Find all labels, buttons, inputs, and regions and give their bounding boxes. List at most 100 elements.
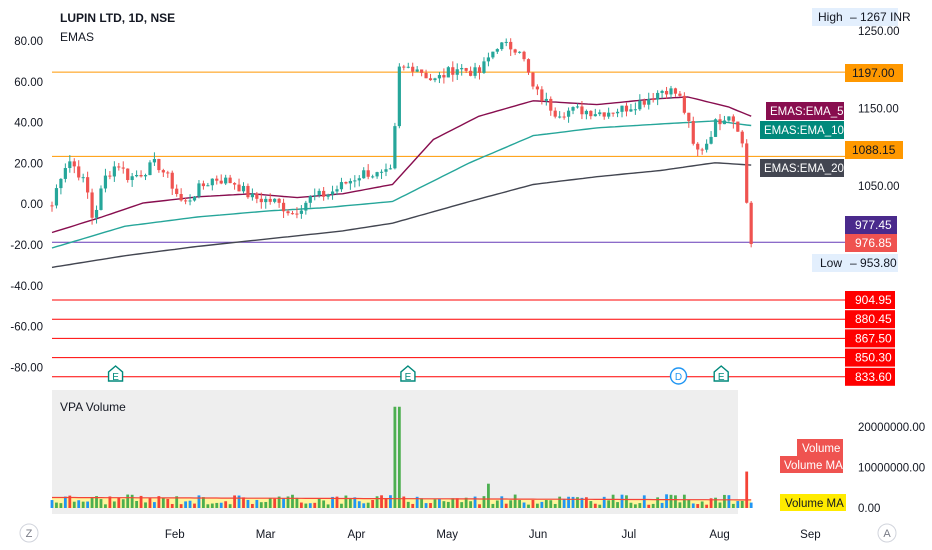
svg-text:A: A: [883, 528, 891, 540]
candle-body: [620, 105, 624, 112]
candle-body: [415, 69, 419, 72]
ema200-tag: EMAS:EMA_200: [764, 163, 850, 175]
volume-bar: [95, 496, 98, 508]
support-tag-bg: [845, 291, 895, 309]
volume-axis-tick: 0.00: [858, 503, 880, 515]
candle-body: [535, 86, 540, 90]
candle-body: [420, 69, 424, 73]
candle-body: [500, 42, 504, 50]
volume-bar: [727, 495, 731, 508]
volume-bar: [77, 500, 81, 508]
volume-bar: [482, 496, 486, 508]
dividend-marker[interactable]: D: [669, 367, 688, 385]
volume-bar: [250, 503, 254, 508]
ema-value-tag: 977.45: [855, 218, 892, 232]
volume-bar: [665, 494, 668, 508]
candle-body: [433, 78, 437, 81]
volume-bar: [638, 503, 642, 508]
volume-axis-tick: 20000000.00: [858, 422, 925, 434]
candle-body: [509, 41, 513, 50]
candle-body: [304, 202, 308, 211]
candle-body: [727, 116, 731, 121]
volume-bar: [206, 504, 210, 508]
volume-bar: [126, 494, 130, 508]
support-tag: 833.60: [855, 370, 892, 384]
zoom-button[interactable]: Z: [19, 523, 39, 543]
candle-body: [50, 205, 54, 207]
volume-bar: [121, 499, 125, 508]
volume-bar: [527, 504, 530, 508]
volume-bar: [63, 496, 67, 508]
candle-body: [72, 161, 76, 167]
candle-body: [656, 92, 660, 100]
level-1197-tag: 1197.00: [852, 66, 895, 80]
volume-bar: [331, 496, 334, 508]
volume-bar: [59, 503, 63, 508]
candle-body: [566, 110, 571, 117]
volume-bar: [451, 498, 455, 508]
volume-bar: [420, 498, 424, 508]
candle-body: [469, 70, 473, 76]
ema-lines: [51, 96, 752, 269]
volume-bar: [415, 496, 419, 508]
volume-bar: [184, 501, 187, 508]
volume-bar: [215, 502, 219, 508]
candle-body: [660, 90, 664, 93]
candle-body: [255, 193, 259, 199]
candle-body: [264, 198, 268, 203]
marker-label: E: [718, 372, 725, 383]
support-tag-bg: [845, 348, 895, 367]
volume-bar: [104, 504, 107, 508]
candle-body: [366, 170, 370, 177]
volume-ma-tag: Volume MA: [784, 460, 843, 472]
volume-bar: [322, 500, 326, 508]
candle-body: [335, 189, 339, 192]
volume-bar: [656, 497, 660, 508]
earnings-marker[interactable]: E: [400, 365, 416, 383]
support-tag: 867.50: [855, 331, 892, 345]
volume-bar: [536, 503, 539, 508]
volume-bar: [268, 497, 272, 508]
candle-body: [611, 112, 615, 114]
marker-label: D: [675, 372, 682, 383]
candle-body: [63, 168, 67, 179]
volume-bar: [749, 502, 753, 508]
volume-bar: [616, 502, 619, 508]
volume-bar: [446, 501, 450, 508]
low-tag-value: – 953.80: [850, 256, 897, 270]
earnings-marker[interactable]: E: [107, 365, 124, 383]
volume-bar: [718, 502, 722, 508]
volume-bar: [299, 502, 303, 508]
ema-200-line: [51, 162, 752, 269]
volume-bar: [55, 502, 58, 508]
candle-body: [664, 90, 669, 95]
candle-body: [313, 195, 317, 197]
volume-bar: [340, 503, 343, 508]
candle-body: [731, 116, 735, 122]
volume-bar: [491, 503, 495, 508]
candle-body: [183, 200, 188, 202]
candle-body: [558, 116, 562, 118]
candle-body: [77, 166, 81, 178]
earnings-marker[interactable]: E: [713, 365, 729, 383]
earnings-marker-shape: [713, 365, 729, 382]
volume-bar: [179, 504, 183, 508]
volume-tag-bg: [797, 439, 843, 456]
volume-bar: [633, 504, 637, 508]
candle-body: [357, 178, 361, 181]
ema100-tag: EMAS:EMA_100: [764, 125, 850, 137]
candle-body: [362, 170, 366, 179]
candle-body: [121, 167, 125, 169]
right-axis-tick: 1250.00: [858, 26, 900, 38]
candles: [50, 38, 753, 248]
volume-bar: [153, 502, 156, 508]
candle-body: [130, 176, 134, 181]
earnings-marker-shape: [107, 365, 124, 382]
auto-scale-button[interactable]: A: [877, 523, 897, 543]
volume-bar: [455, 498, 459, 508]
candle-body: [544, 98, 548, 101]
right-axis-tick: 1150.00: [858, 104, 899, 116]
volume-bar: [438, 498, 441, 508]
